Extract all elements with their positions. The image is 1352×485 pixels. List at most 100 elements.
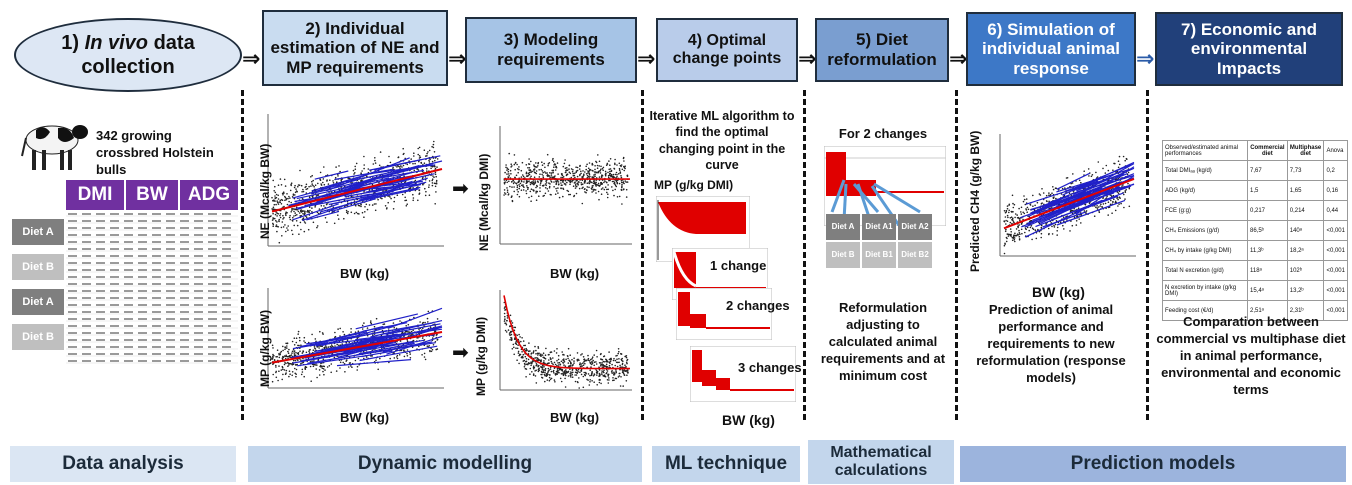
ch4-plot — [999, 134, 1136, 257]
arrow-right-1: ➡ — [452, 178, 469, 200]
simulation-description: Prediction of animal performance and req… — [976, 302, 1126, 385]
table-cell: 118ᵃ — [1247, 260, 1288, 281]
impacts-description: Comparation between commercial vs multip… — [1156, 314, 1346, 397]
ch4-ylabel: Predicted CH4 (g/kg BW) — [968, 130, 982, 272]
table-cell: N excretion by intake (g/kg DMI) — [1162, 280, 1248, 301]
separator-5 — [1146, 90, 1149, 420]
table-cell: 11,3ᵇ — [1247, 240, 1288, 261]
step1-title: 1) In vivo data collection — [61, 32, 195, 78]
step1-ellipse: 1) In vivo data collection — [14, 18, 242, 92]
table-cell: 0,44 — [1323, 200, 1348, 221]
ml-curve-2 — [676, 288, 772, 340]
bw-label-1: BW (kg) — [340, 266, 390, 281]
impacts-table: Observed/estimated animal performances C… — [1162, 140, 1348, 321]
step4-title: 4) Optimal change points — [672, 31, 782, 67]
table-cell: 13,2ᵇ — [1286, 280, 1325, 301]
diet-b1-reform: Diet B1 — [862, 242, 896, 268]
table-cell: 86,5ᵇ — [1247, 220, 1288, 241]
diet-b-reform: Diet B — [826, 242, 860, 268]
table-cell: CH₄ by intake (g/kg DMI) — [1162, 240, 1248, 261]
table-cell: FCE (g:g) — [1162, 200, 1248, 221]
table-cell: Total DMIₐₐ (kg/d) — [1162, 160, 1248, 181]
table-cell: 15,4ᵃ — [1247, 280, 1288, 301]
spreadsheet-image — [66, 213, 238, 364]
separator-2 — [641, 90, 644, 420]
table-cell: 1,65 — [1286, 180, 1325, 201]
table-cell: <0,001 — [1323, 280, 1348, 301]
table-cell: 0,214 — [1286, 200, 1325, 221]
mp-dmi-ylabel: MP (g/kg DMI) — [474, 316, 488, 396]
step6-title: 6) Simulation of individual animal respo… — [982, 19, 1120, 78]
table-cell: ADG (kg/d) — [1162, 180, 1248, 201]
mp-dmi-plot — [499, 290, 632, 391]
table-row: Total DMIₐₐ (kg/d) 7,67 7,73 0,2 — [1162, 160, 1348, 181]
diet-a-reform: Diet A — [826, 214, 860, 240]
adg-header: ADG — [180, 180, 238, 210]
arrow-3: ⇒ — [637, 46, 656, 71]
reform-curve — [824, 146, 946, 226]
mp-bw-ylabel: MP (g/kg BW) — [258, 309, 272, 387]
bw-label-4: BW (kg) — [550, 410, 600, 425]
table-cell: <0,001 — [1323, 260, 1348, 281]
table-cell: 2,31ᵇ — [1286, 300, 1325, 321]
table-row: FCE (g:g) 0,217 0,214 0,44 — [1162, 200, 1348, 221]
table-cell: 0,16 — [1323, 180, 1348, 201]
ml-curve-3 — [690, 346, 796, 402]
table-cell: <0,001 — [1323, 300, 1348, 321]
bw-label-2: BW (kg) — [340, 410, 390, 425]
step3-box: 3) Modeling requirements — [465, 17, 637, 83]
band-prediction: Prediction models — [960, 446, 1346, 482]
ne-bw-ylabel: NE (Mcal/kg BW) — [258, 143, 272, 239]
table-header-row: Observed/estimated animal performances C… — [1162, 140, 1348, 161]
diet-a-1: Diet A — [12, 219, 64, 245]
separator-1 — [241, 90, 244, 420]
separator-4 — [955, 90, 958, 420]
change-2-label: 2 changes — [726, 298, 790, 313]
table-cell: Feeding cost (€/d) — [1162, 300, 1248, 321]
ne-dmi-plot — [499, 126, 632, 245]
arrow-6: ⇒ — [1136, 46, 1155, 71]
step3-title: 3) Modeling requirements — [497, 30, 605, 69]
reform-description: Reformulation adjusting to calculated an… — [820, 300, 946, 383]
table-header-cell: Anova — [1323, 140, 1348, 161]
mp-bw-plot — [267, 288, 444, 389]
reform-title: For 2 changes — [838, 126, 928, 141]
table-cell: 2,51ᵃ — [1247, 300, 1288, 321]
arrow-5: ⇒ — [949, 46, 968, 71]
ml-xlabel: BW (kg) — [722, 412, 775, 428]
table-cell: 7,73 — [1286, 160, 1325, 181]
diet-b-2: Diet B — [12, 324, 64, 350]
bw-label-5: BW (kg) — [1032, 284, 1085, 300]
reform-arrows — [830, 179, 921, 214]
band-data-analysis: Data analysis — [10, 446, 236, 482]
table-cell: 0,217 — [1247, 200, 1288, 221]
ne-bw-plot — [267, 114, 444, 247]
table-row: CH₄ by intake (g/kg DMI) 11,3ᵇ 18,2ᵃ <0,001 — [1162, 240, 1348, 261]
diet-a-2: Diet A — [12, 289, 64, 315]
table-header-cell: Multiphase diet — [1286, 140, 1325, 161]
bw-header: BW — [126, 180, 178, 210]
table-cell: 102ᵇ — [1286, 260, 1325, 281]
dmi-header: DMI — [66, 180, 124, 210]
step7-title: 7) Economic and environmental Impacts — [1180, 19, 1318, 78]
arrow-right-2: ➡ — [452, 342, 469, 364]
table-row: N excretion by intake (g/kg DMI) 15,4ᵃ 13,… — [1162, 280, 1348, 301]
ne-dmi-ylabel: NE (Mcal/kg DMI) — [477, 153, 491, 251]
diet-b2-reform: Diet B2 — [898, 242, 932, 268]
table-row: Total N excretion (g/d) 118ᵃ 102ᵇ <0,001 — [1162, 260, 1348, 281]
table-cell: 7,67 — [1247, 160, 1288, 181]
step5-title: 5) Diet reformulation — [827, 30, 937, 69]
table-cell: 140ᵃ — [1286, 220, 1325, 241]
change-1-label: 1 change — [710, 258, 767, 273]
ml-description: Iterative ML algorithm to find the optim… — [649, 109, 795, 172]
table-row: ADG (kg/d) 1,5 1,65 0,16 — [1162, 180, 1348, 201]
arrow-2: ⇒ — [448, 46, 467, 71]
diet-a2-reform: Diet A2 — [898, 214, 932, 240]
band-ml-technique: ML technique — [652, 446, 800, 482]
separator-3 — [803, 90, 806, 420]
table-cell: CH₄ Emissions (g/d) — [1162, 220, 1248, 241]
table-header-cell: Commercial diet — [1247, 140, 1288, 161]
table-cell: 0,2 — [1323, 160, 1348, 181]
table-cell: Total N excretion (g/d) — [1162, 260, 1248, 281]
table-cell: <0,001 — [1323, 220, 1348, 241]
